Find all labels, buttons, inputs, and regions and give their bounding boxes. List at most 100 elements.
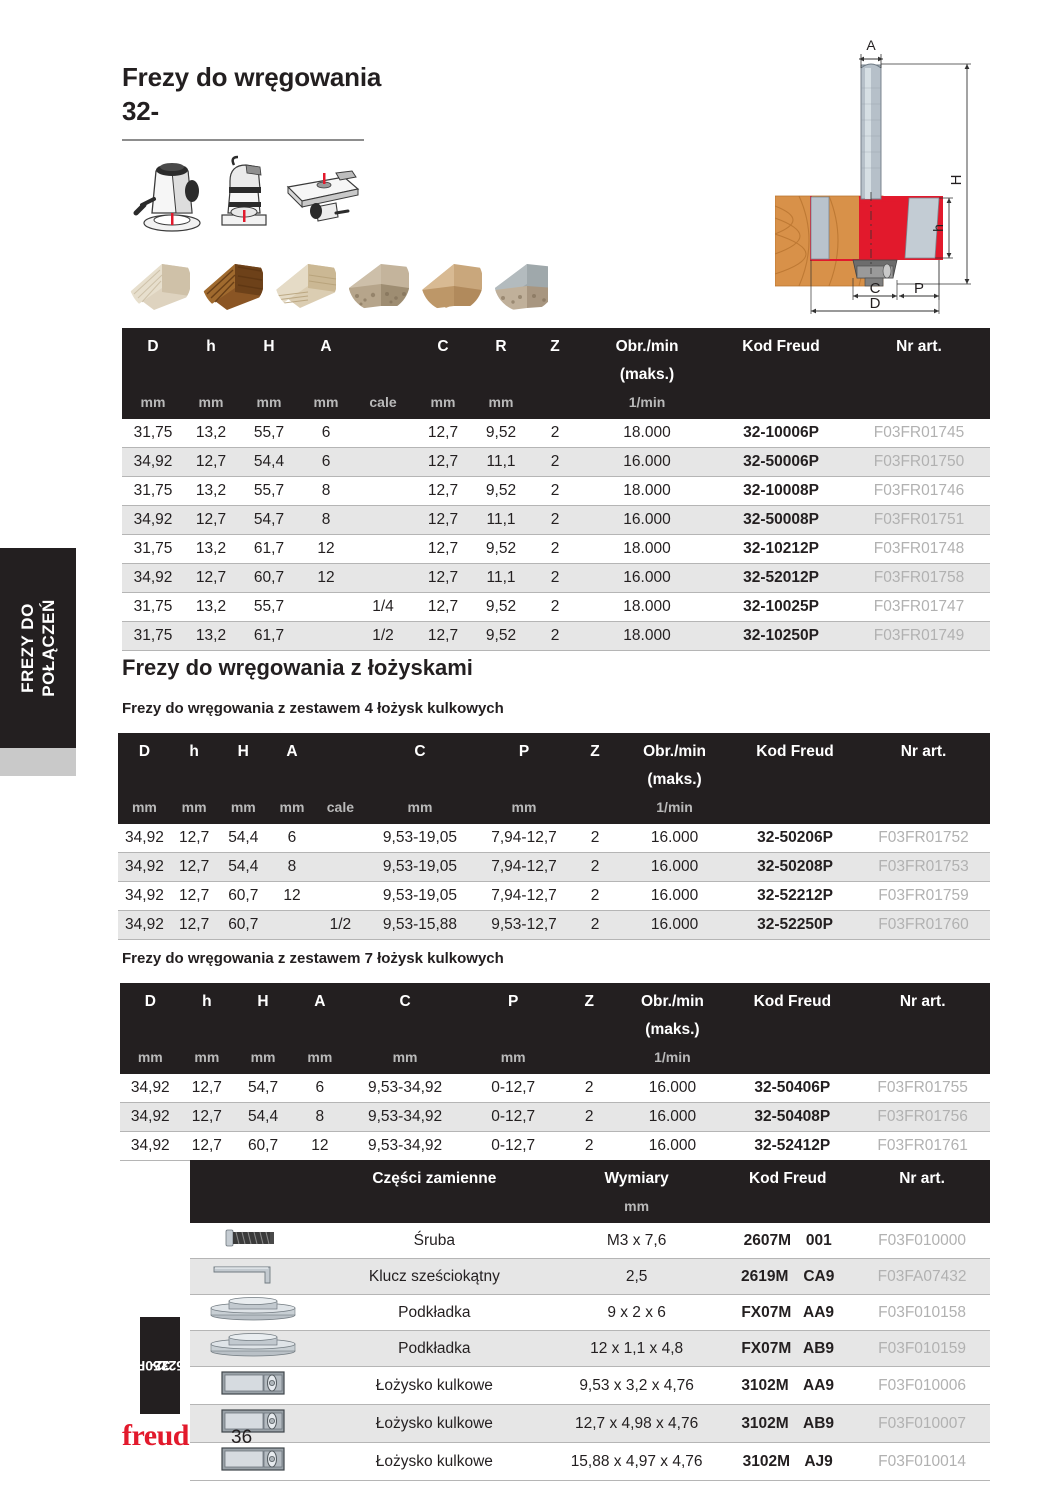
- cell-value: 54,7: [238, 505, 300, 535]
- cell-value: 54,4: [233, 1102, 293, 1132]
- cell-value: 0-12,7: [463, 1131, 563, 1161]
- cell-value: 2: [562, 1131, 616, 1161]
- cell-value: 8: [292, 1102, 347, 1132]
- cell-value: 16.000: [580, 505, 714, 535]
- table-rabbeting-bits: D h H A C R Z Obr./min (maks.) Kod Freud …: [122, 328, 990, 651]
- parts-head: Części zamienne Wymiary mm Kod Freud Nr a…: [190, 1160, 990, 1223]
- cell-value: 12: [269, 881, 315, 911]
- cell-value: [300, 592, 352, 622]
- th3-H: H: [257, 993, 269, 1010]
- cell-value: 18.000: [580, 534, 714, 564]
- th3-P: P: [508, 993, 519, 1010]
- cell-part-name: Klucz sześciokątny: [316, 1258, 552, 1295]
- th2-D: D: [138, 743, 151, 760]
- cell-value: [314, 824, 366, 853]
- cell-part-art: F03F010158: [854, 1294, 990, 1331]
- cell-value: 12,7: [414, 592, 472, 622]
- cell-value: 13,2: [184, 419, 238, 448]
- cell-value: 9,52: [472, 476, 530, 506]
- th-nr-art: Nr art.: [896, 338, 942, 355]
- th-parts-art: Nr art.: [899, 1170, 945, 1187]
- table1-header-row: D h H A C R Z Obr./min (maks.) Kod Freud …: [122, 328, 990, 384]
- cell-value: 7,94-12,7: [474, 852, 574, 882]
- cell-value: 2: [530, 621, 580, 651]
- cell-kod-freud: 32-52012P: [714, 563, 848, 593]
- th2-H: H: [237, 743, 249, 760]
- cell-value: 2: [573, 910, 617, 940]
- section-tab-label-line1: FREZY DO: [18, 603, 37, 693]
- parts-header-row: Części zamienne Wymiary mm Kod Freud Nr a…: [190, 1160, 990, 1223]
- cell-kod-freud: 32-50006P: [714, 447, 848, 477]
- table-row: 34,92 12,7 54,7 8 12,7 11,1 2 16.000 32-50008P F0…: [122, 505, 990, 535]
- cell-value: 2: [573, 852, 617, 882]
- material-swatches: [128, 248, 556, 314]
- cell-value: 34,92: [122, 447, 184, 477]
- cell-part-art: F03F010014: [854, 1442, 990, 1481]
- unit3-rpm: 1/min: [654, 1049, 691, 1065]
- table3-header-row: D h H A C P Z Obr./min (maks.) Kod Freud …: [120, 983, 990, 1039]
- table-row: 31,75 13,2 55,7 8 12,7 9,52 2 18.000 32-10008P F0…: [122, 476, 990, 506]
- parts-body: Śruba M3 x 7,6 2607M 001 F03F010000 Klucz sz…: [190, 1223, 990, 1481]
- cell-value: 9,53-19,05: [365, 881, 475, 911]
- cell-part-code: FX07M AA9: [721, 1294, 855, 1331]
- page-title-line1: Frezy do wręgowania: [122, 62, 382, 92]
- th-D: D: [147, 338, 159, 355]
- cell-kod-freud: 32-50408P: [729, 1102, 856, 1132]
- table-row: 34,92 12,7 54,4 8 9,53-34,92 0-12,7 2 16.000 32-…: [120, 1102, 990, 1132]
- cell-value: [314, 881, 366, 911]
- th2-kod-freud: Kod Freud: [756, 743, 834, 760]
- cell-value: 2: [530, 534, 580, 564]
- unit2-H: mm: [230, 799, 256, 815]
- cell-value: 34,92: [120, 1074, 181, 1103]
- cell-value: 9,52: [472, 621, 530, 651]
- cell-part-dims: M3 x 7,6: [551, 1223, 722, 1259]
- page-title: Frezy do wręgowania 32-: [122, 60, 381, 128]
- table-row: 34,92 12,7 60,7 12 9,53-19,05 7,94-12,7 2 16.00…: [118, 881, 990, 911]
- table-row: 31,75 13,2 55,7 6 12,7 9,52 2 18.000 32-10006P F0…: [122, 419, 990, 448]
- cell-value: 16.000: [580, 563, 714, 593]
- cell-value: 16.000: [615, 1102, 730, 1132]
- cell-value: 12: [300, 534, 352, 564]
- cell-value: 6: [292, 1074, 347, 1103]
- cell-value: 61,7: [238, 534, 300, 564]
- cell-nr-art: F03FR01745: [848, 419, 990, 448]
- table-row: Łożysko kulkowe 15,88 x 4,97 x 4,76 3102M …: [190, 1442, 990, 1481]
- plywood-swatch: [275, 250, 337, 312]
- cell-part-dims: 9 x 2 x 6: [551, 1294, 722, 1331]
- cell-value: 6: [300, 447, 352, 477]
- unit-A-mm: mm: [313, 394, 339, 410]
- cell-value: 54,4: [217, 852, 270, 882]
- table-row: Podkładka 9 x 2 x 6 FX07M AA9 F03F010158: [190, 1294, 990, 1331]
- cell-value: 2: [562, 1102, 616, 1132]
- unit2-rpm: 1/min: [656, 799, 693, 815]
- th2-rpm: Obr./min: [643, 743, 706, 760]
- cell-value: 9,52: [472, 419, 530, 448]
- unit-h: mm: [198, 394, 224, 410]
- th2-P: P: [518, 743, 530, 760]
- cell-value: 60,7: [233, 1131, 293, 1161]
- cell-part-dims: 15,88 x 4,97 x 4,76: [551, 1442, 722, 1481]
- th-parts-name: Części zamienne: [372, 1170, 497, 1187]
- cell-value: 12,7: [180, 1074, 234, 1103]
- cell-value: 54,4: [238, 447, 300, 477]
- cell-kod-freud: 32-10212P: [714, 534, 848, 564]
- section-tab-label: FREZY DO POŁĄCZEŃ: [17, 599, 59, 697]
- cell-value: 2: [573, 824, 617, 853]
- cell-value: 12,7: [170, 910, 218, 940]
- cell-value: 8: [300, 505, 352, 535]
- table-row: Podkładka 12 x 1,1 x 4,8 FX07M AB9 F03F0101…: [190, 1330, 990, 1367]
- cell-part-dims: 12 x 1,1 x 4,8: [551, 1330, 722, 1367]
- dim-label-C: C: [870, 280, 881, 297]
- washer-icon: [190, 1294, 317, 1331]
- cell-value: 12,7: [184, 563, 238, 593]
- hex-key-icon: [190, 1258, 317, 1295]
- cell-value: [314, 852, 366, 882]
- dim-label-H: H: [948, 175, 965, 186]
- cell-value: 16.000: [615, 1074, 730, 1103]
- section2-heading: Frezy do wręgowania z łożyskami: [122, 655, 473, 680]
- cell-value: 2: [530, 592, 580, 622]
- th3-D: D: [144, 993, 156, 1010]
- cell-value: 2: [530, 447, 580, 477]
- cell-part-dims: 2,5: [551, 1258, 722, 1295]
- cell-nr-art: F03FR01751: [848, 505, 990, 535]
